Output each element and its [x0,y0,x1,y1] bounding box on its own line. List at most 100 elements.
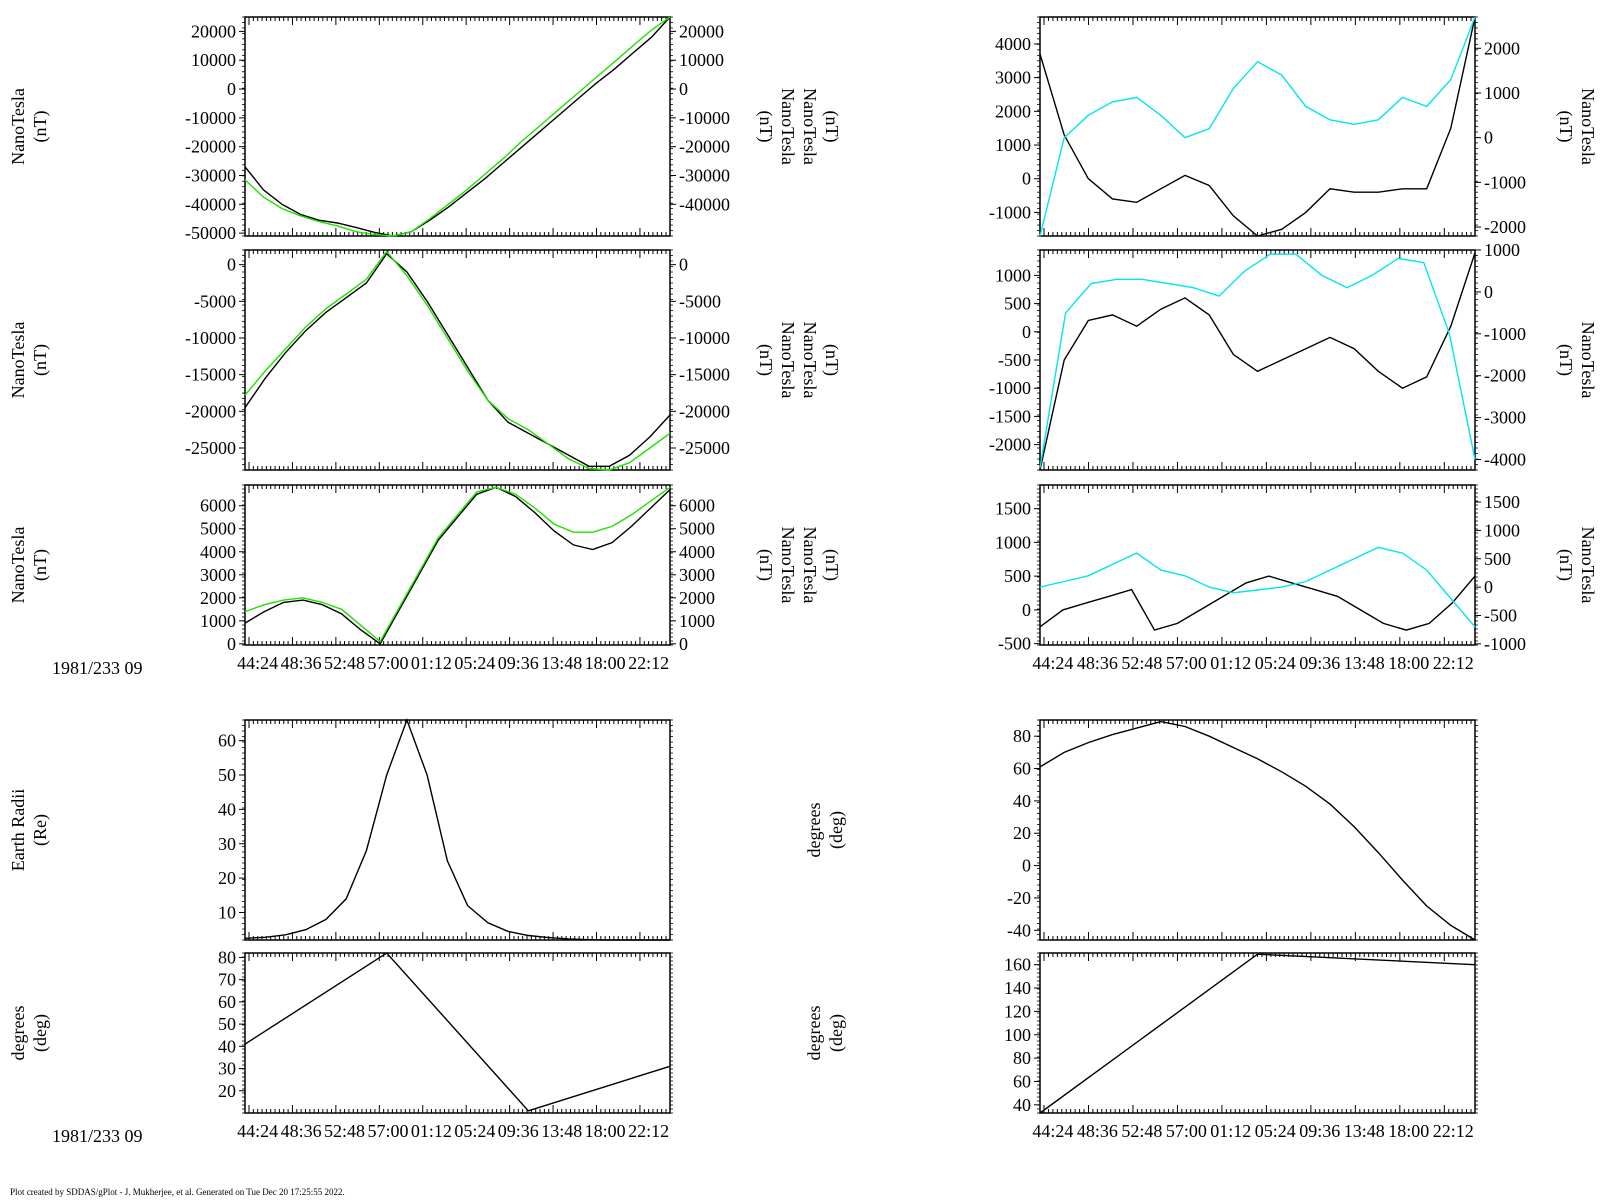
x-tick-label: 57:00 [1166,1121,1207,1141]
y-right-axis-label-2: NanoTesla [800,88,820,165]
y-tick-label: -500 [998,634,1031,654]
y-tick-label: 0 [227,79,236,99]
y-right-axis-label: NanoTesla [778,527,798,604]
y-axis-label: (Re) [30,814,51,846]
y-right-axis-label: (nT) [1555,111,1576,143]
y-right-tick-label: -5000 [679,291,721,311]
y-axis-label: (deg) [30,1014,51,1052]
y-tick-label: 5000 [200,519,236,539]
y-tick-label: 60 [1013,759,1031,779]
y-tick-label: 500 [1004,566,1031,586]
x-tick-label: 44:24 [1032,1121,1073,1141]
y-axis-label: degrees [804,803,824,858]
y-tick-label: 60 [218,992,236,1012]
y-right-tick-label: 0 [679,634,688,654]
plot-frame [1039,719,1476,941]
y-tick-label: 0 [227,634,236,654]
data-series-line [1039,253,1476,469]
y-right-tick-label: -10000 [679,328,730,348]
x-tick-label: 57:00 [367,1121,408,1141]
data-series-line [244,486,671,643]
y-tick-label: 1500 [995,499,1031,519]
data-series-line [244,16,671,237]
y-right-axis-label: NanoTesla [1578,88,1598,165]
x-tick-label: 22:12 [628,1121,669,1141]
plot-frame [244,952,671,1114]
y-tick-label: -40 [1007,920,1031,940]
y-tick-label: -10000 [185,108,236,128]
y-tick-label: 0 [1022,322,1031,342]
y-right-tick-label: 3000 [679,565,715,585]
y-right-tick-label: -2000 [1484,217,1526,237]
y-right-axis-label-2: NanoTesla [800,527,820,604]
y-tick-label: -20000 [185,137,236,157]
x-tick-label: 52:48 [324,1121,365,1141]
y-right-tick-label: -15000 [679,365,730,385]
x-tick-label: 05:24 [1255,1121,1296,1141]
data-series-line [1039,720,1476,941]
x-tick-label: 48:36 [281,1121,322,1141]
y-right-axis-label: (nT) [755,549,776,581]
x-tick-label: 01:12 [411,653,452,673]
y-tick-label: 160 [1004,955,1031,975]
y-tick-label: 4000 [200,542,236,562]
plot-frame [1039,16,1476,237]
y-tick-label: -15000 [185,365,236,385]
y-tick-label: 80 [218,947,236,967]
x-tick-label: 01:12 [1210,1121,1251,1141]
x-tick-label: 48:36 [1077,1121,1118,1141]
y-tick-label: 2000 [995,101,1031,121]
data-series-line [244,250,671,471]
x-tick-label: 22:12 [1433,1121,1474,1141]
y-tick-label: 80 [1013,726,1031,746]
y-tick-label: 10000 [191,50,236,70]
y-right-tick-label: 0 [1484,282,1493,302]
y-right-tick-label: -3000 [1484,408,1526,428]
y-right-axis-label-2: (nT) [821,111,842,143]
y-tick-label: 0 [227,255,236,275]
y-right-tick-label: -2000 [1484,366,1526,386]
data-series-line [244,252,671,467]
chart-panel-2: 0 -5000 -10000 -15000 -20000 -25000 0 -5000 -100… [8,249,842,471]
y-tick-label: -20000 [185,401,236,421]
y-tick-label: 140 [1004,978,1031,998]
y-right-tick-label: -1000 [1484,634,1526,654]
x-tick-label: 05:24 [454,653,495,673]
x-tick-label: 57:00 [1166,653,1207,673]
y-right-tick-label: -40000 [679,194,730,214]
y-tick-label: 40 [218,799,236,819]
y-right-tick-label: -4000 [1484,450,1526,470]
x-tick-label: 52:48 [324,653,365,673]
y-tick-label: 1000 [995,265,1031,285]
y-tick-label: 120 [1004,1001,1031,1021]
y-axis-label: (nT) [30,549,51,581]
chart-panel-6: 1500 1000 500 0 -500 1500 1000 500 0 -500 -1000 (nT… [995,484,1598,673]
x-tick-label: 13:48 [541,1121,582,1141]
y-right-tick-label: -10000 [679,108,730,128]
y-right-tick-label: 2000 [1484,38,1520,58]
y-right-tick-label: -20000 [679,401,730,421]
y-right-tick-label: 1000 [1484,83,1520,103]
x-tick-label: 01:12 [1210,653,1251,673]
y-tick-label: 40 [1013,791,1031,811]
y-right-axis-label: (nT) [755,111,776,143]
date-label: 1981/233 09 [52,1126,143,1146]
plot-frame [244,484,671,646]
y-tick-label: -500 [998,350,1031,370]
y-right-tick-label: -500 [1484,605,1517,625]
y-right-tick-label: 2000 [679,588,715,608]
x-tick-label: 44:24 [1032,653,1073,673]
data-series-line [244,16,671,237]
y-right-tick-label: 1500 [1484,492,1520,512]
y-tick-label: -25000 [185,438,236,458]
x-tick-label: 44:24 [237,653,278,673]
x-tick-label: 01:12 [411,1121,452,1141]
y-tick-label: -5000 [194,291,236,311]
chart-panel-10: 160 140 120 100 80 60 40 degrees (deg) 44:24 48:36… [804,952,1478,1141]
chart-panel-7: 60 50 40 30 20 10 Earth Radii (Re) [8,717,673,941]
data-series-line [244,717,670,941]
x-tick-label: 13:48 [541,653,582,673]
x-tick-label: 22:12 [1433,653,1474,673]
y-tick-label: 60 [1013,1071,1031,1091]
y-right-tick-label: 10000 [679,50,724,70]
